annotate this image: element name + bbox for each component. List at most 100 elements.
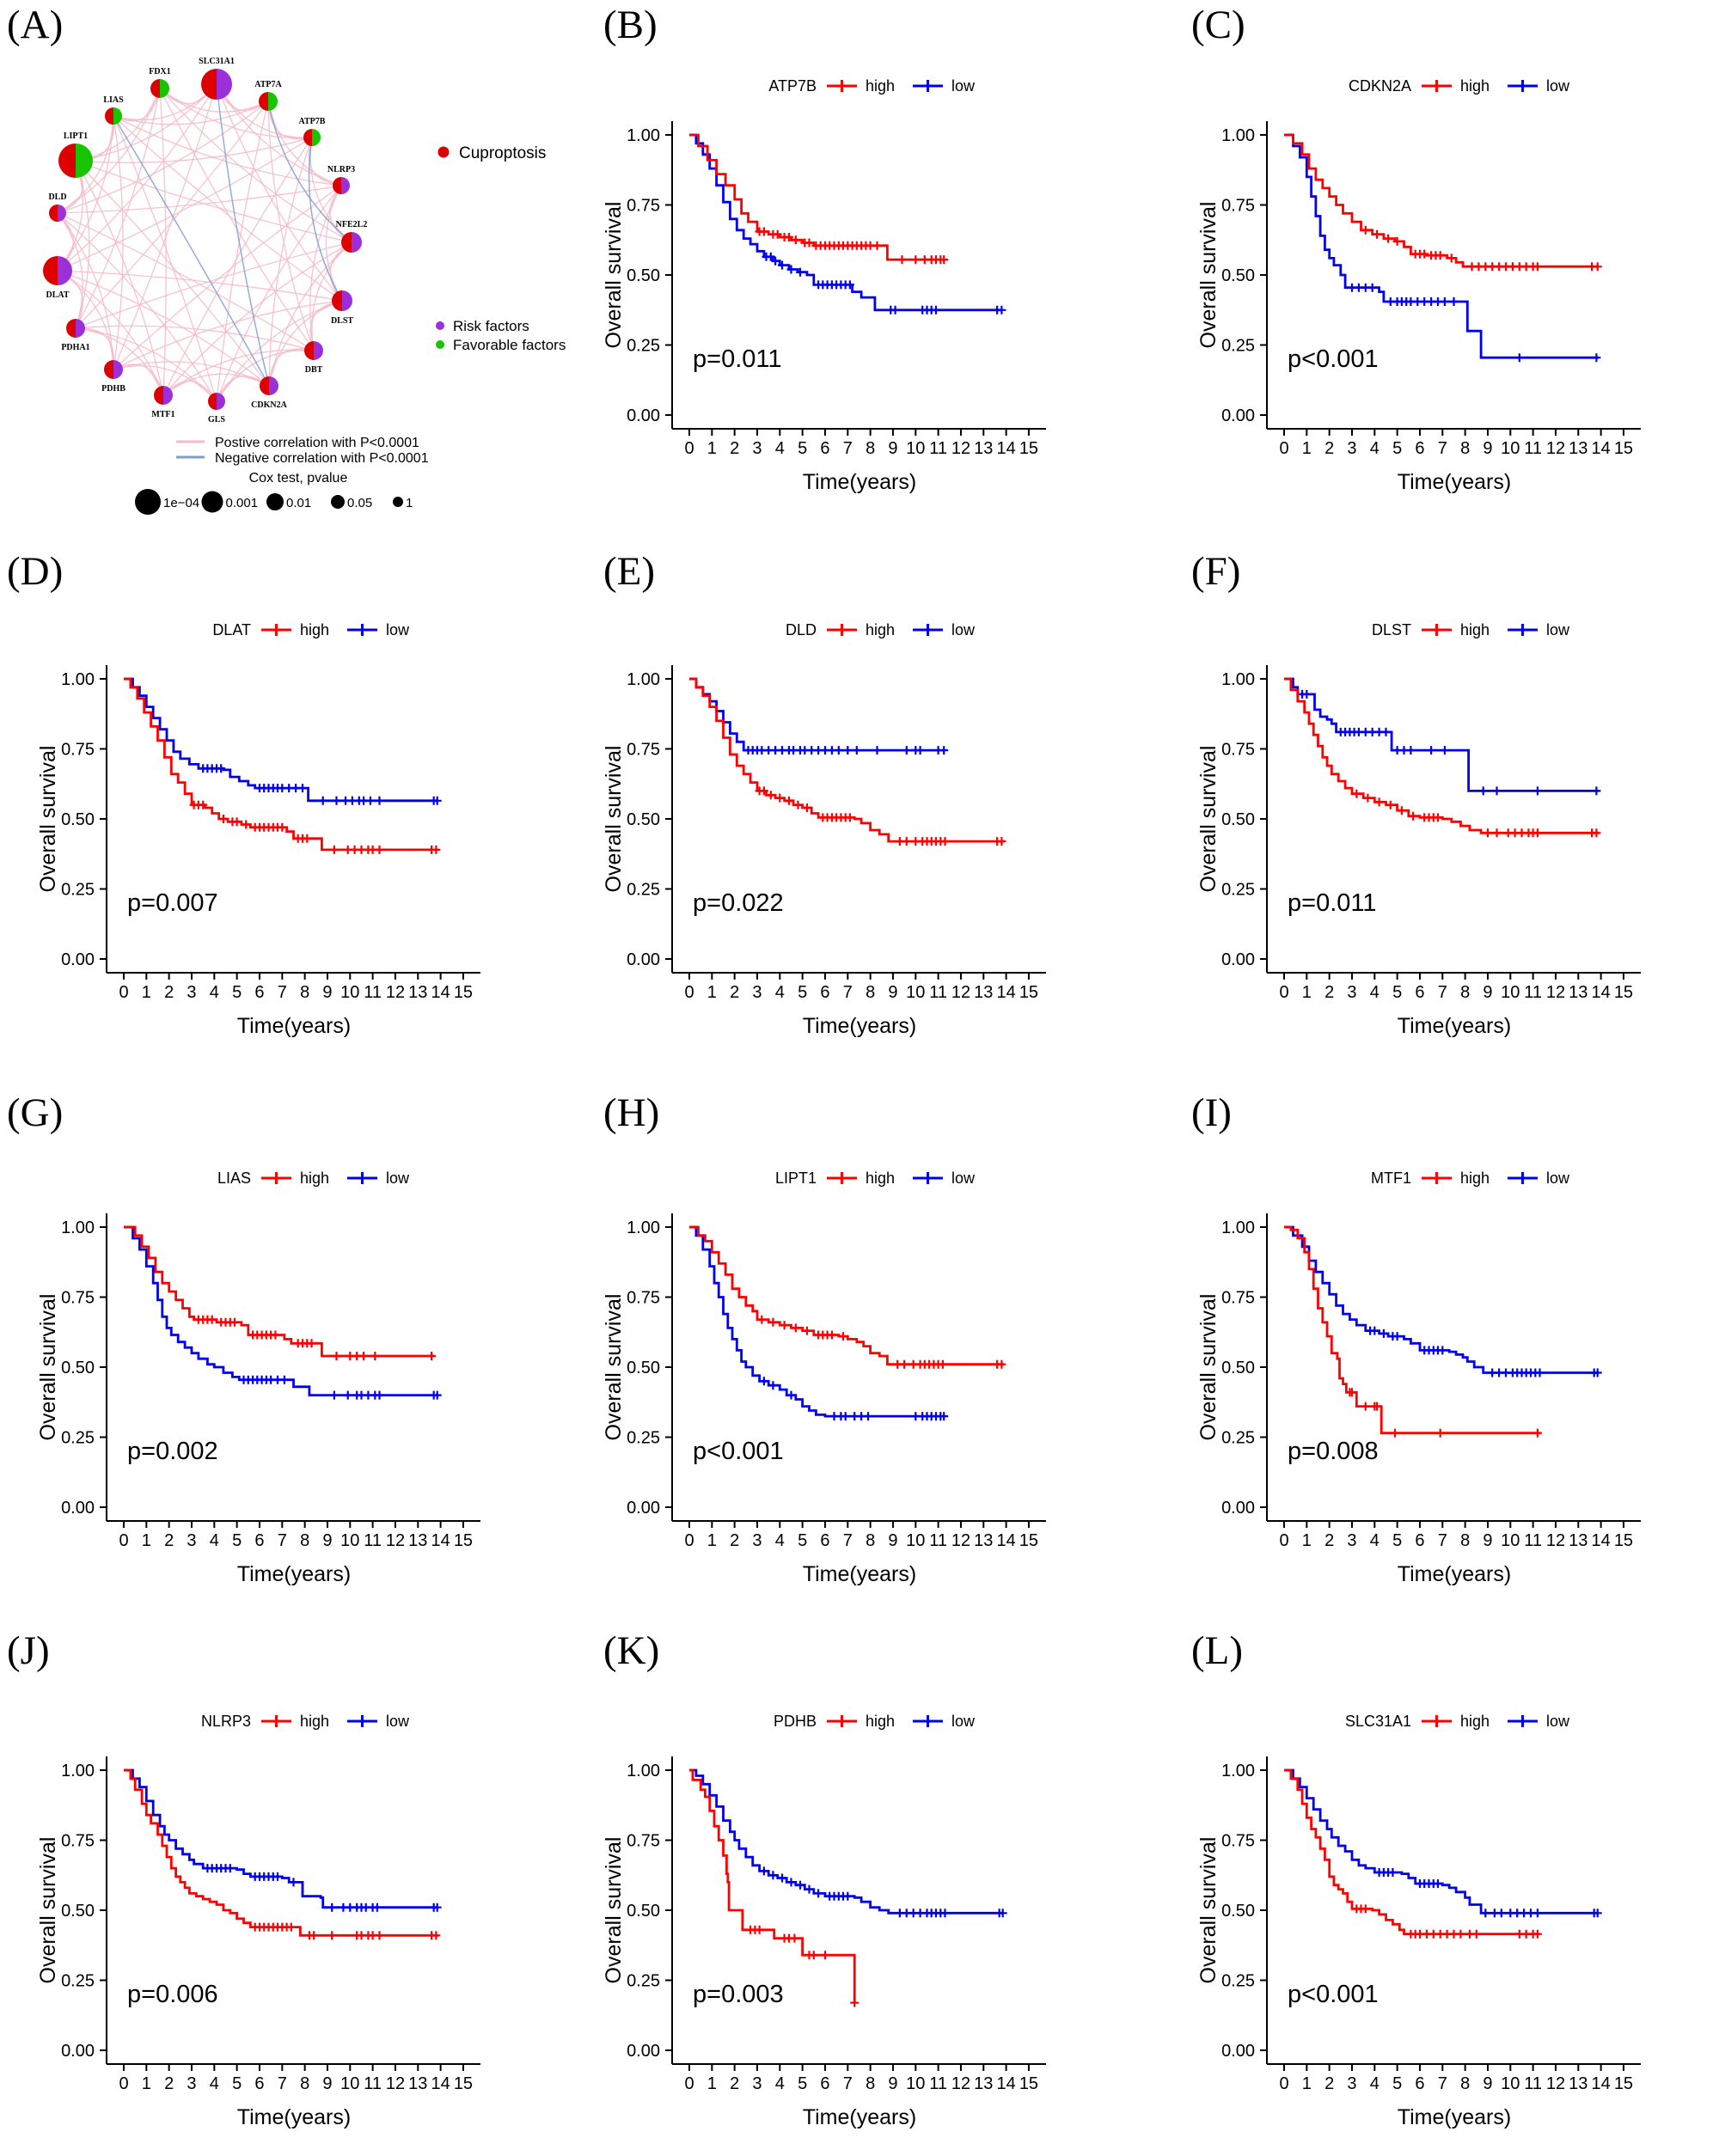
x-tick-label: 13 xyxy=(974,983,993,1002)
y-tick-label: 0.50 xyxy=(61,1902,95,1921)
node-label: ATP7B xyxy=(299,117,326,126)
censor-tick xyxy=(766,791,775,800)
censor-tick xyxy=(332,1352,341,1360)
x-tick-label: 5 xyxy=(798,1531,807,1550)
correlation-edge xyxy=(75,137,313,163)
low-key-plus-icon xyxy=(1516,80,1529,92)
censor-tick xyxy=(1373,229,1381,239)
correlation-edge xyxy=(113,83,217,370)
censor-tick xyxy=(786,1390,796,1400)
km-high-label: high xyxy=(866,621,895,638)
y-tick-label: 1.00 xyxy=(1221,1218,1255,1237)
node-half-cuproptosis xyxy=(150,79,160,98)
correlation-edge xyxy=(57,212,114,370)
x-tick-label: 3 xyxy=(1347,1531,1356,1550)
km-high-label: high xyxy=(1460,621,1490,638)
censor-tick xyxy=(1438,1346,1447,1355)
censor-tick xyxy=(771,256,780,266)
y-tick-label: 0.75 xyxy=(61,741,95,760)
axes xyxy=(106,1756,480,2065)
node-label: DLAT xyxy=(46,290,69,300)
x-tick-label: 1 xyxy=(707,983,717,1002)
x-tick-label: 2 xyxy=(730,983,739,1002)
correlation-edge xyxy=(113,101,269,125)
gene-node-fdx1: FDX1 xyxy=(149,67,171,98)
km-gene-title: ATP7B xyxy=(768,77,817,95)
y-tick-label: 0.75 xyxy=(61,1289,95,1308)
x-tick-label: 3 xyxy=(1347,439,1356,458)
correlation-edge xyxy=(216,300,343,402)
x-tick-label: 8 xyxy=(1460,439,1470,458)
x-tick-label: 0 xyxy=(684,2074,694,2093)
km-high-label: high xyxy=(300,1713,329,1730)
x-tick-label: 7 xyxy=(278,2074,287,2093)
km-curve-low xyxy=(689,677,949,755)
km-title: NLRP3 high low xyxy=(201,1713,410,1730)
y-tick-label: 1.00 xyxy=(627,126,660,145)
node-half-cuproptosis xyxy=(260,376,269,395)
km-low-label: low xyxy=(386,1170,410,1187)
x-tick-label: 0 xyxy=(119,983,128,1002)
x-axis-title: Time(years) xyxy=(1398,1562,1511,1586)
x-tick-label: 13 xyxy=(974,1531,993,1550)
node-half-favorable xyxy=(76,144,93,178)
x-tick-label: 0 xyxy=(684,439,694,458)
censor-tick xyxy=(329,845,339,854)
y-tick-label: 0.50 xyxy=(1221,810,1255,829)
censor-tick xyxy=(1363,793,1373,803)
node-half-favorable xyxy=(268,92,278,111)
km-curve-low xyxy=(124,677,442,805)
x-tick-label: 13 xyxy=(408,983,427,1002)
censor-tick xyxy=(786,1878,796,1887)
y-tick-label: 0.50 xyxy=(61,810,95,829)
censor-tick xyxy=(1379,1328,1388,1338)
censor-tick xyxy=(843,746,853,755)
x-tick-label: 6 xyxy=(1415,439,1424,458)
x-tick-label: 15 xyxy=(1019,439,1038,458)
node-half-cuproptosis xyxy=(104,360,113,379)
x-tick-label: 2 xyxy=(164,1531,174,1550)
x-tick-label: 10 xyxy=(906,1531,925,1550)
censor-tick xyxy=(759,1866,768,1876)
correlation-edge xyxy=(308,137,343,302)
censor-tick xyxy=(766,252,775,261)
x-tick-label: 11 xyxy=(1524,439,1542,458)
x-tick-label: 8 xyxy=(1460,1531,1470,1550)
x-axis-title: Time(years) xyxy=(803,2105,916,2129)
censor-tick xyxy=(1532,786,1542,796)
size-dot-icon xyxy=(201,491,223,513)
x-tick-label: 5 xyxy=(798,2074,807,2093)
panel-letter-a: (A) xyxy=(7,3,64,47)
km-title: LIAS high low xyxy=(217,1170,410,1187)
y-axis-title: Overall survival xyxy=(1196,1294,1220,1441)
correlation-edge xyxy=(75,101,269,329)
censor-tick xyxy=(1427,746,1436,755)
x-tick-label: 5 xyxy=(232,2074,242,2093)
x-tick-label: 10 xyxy=(340,1531,359,1550)
y-tick-label: 0.00 xyxy=(1221,2042,1255,2061)
y-tick-label: 0.00 xyxy=(1221,1499,1255,1518)
x-tick-label: 1 xyxy=(142,1531,151,1550)
x-tick-label: 10 xyxy=(340,2074,359,2093)
x-tick-label: 9 xyxy=(322,2074,332,2093)
censor-tick xyxy=(359,1352,369,1360)
y-tick-label: 0.25 xyxy=(627,1972,660,1991)
y-tick-label: 1.00 xyxy=(627,1218,660,1237)
correlation-edge xyxy=(57,212,315,351)
node-label: ATP7A xyxy=(254,80,282,89)
censor-tick xyxy=(217,764,226,773)
x-tick-label: 12 xyxy=(951,983,970,1002)
km-title: PDHB high low xyxy=(774,1713,976,1730)
correlation-edge xyxy=(57,137,313,272)
censor-tick xyxy=(780,1321,789,1330)
high-key-plus-icon xyxy=(270,624,283,636)
censor-tick xyxy=(1373,1402,1381,1411)
x-tick-label: 4 xyxy=(1370,2074,1379,2093)
y-axis-title: Overall survival xyxy=(602,746,626,893)
km-curve-low xyxy=(1284,1225,1602,1377)
x-tick-label: 9 xyxy=(888,983,897,1002)
km-high-label: high xyxy=(1460,77,1490,95)
y-tick-label: 1.00 xyxy=(1221,670,1255,689)
